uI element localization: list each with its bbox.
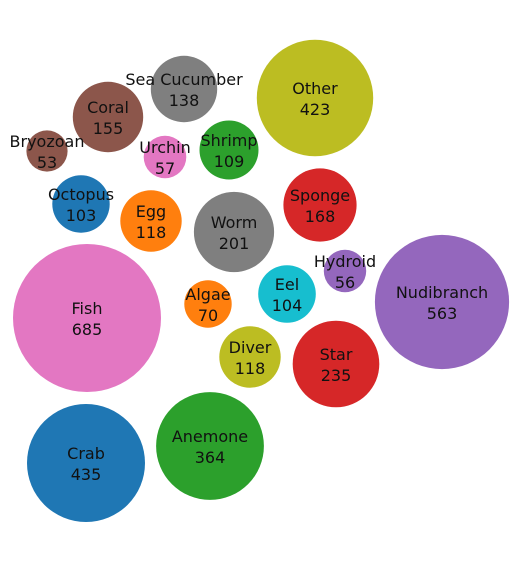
bubble-circle-octopus bbox=[52, 175, 110, 233]
bubble-label-worm: Worm bbox=[211, 213, 258, 232]
bubble-label-bryozoan: Bryozoan bbox=[10, 132, 85, 151]
bubble-circle-fish bbox=[13, 244, 161, 392]
bubble-shrimp: Shrimp 109 bbox=[199, 120, 259, 180]
bubble-label-octopus: Octopus bbox=[48, 185, 114, 204]
bubble-sea-cucumber: Sea Cucumber 138 bbox=[125, 55, 243, 123]
bubble-circle-anemone bbox=[156, 392, 264, 500]
bubble-label-coral: Coral bbox=[87, 98, 129, 117]
bubble-label-egg: Egg bbox=[136, 202, 166, 221]
bubble-circle-coral bbox=[72, 81, 144, 153]
bubble-value-sponge: 168 bbox=[305, 207, 336, 226]
bubble-circle-eel bbox=[258, 265, 316, 323]
bubble-hydroid: Hydroid 56 bbox=[314, 249, 376, 293]
bubble-circle-nudibranch bbox=[374, 234, 510, 370]
bubble-sponge: Sponge 168 bbox=[283, 168, 357, 242]
bubble-circle-egg bbox=[120, 190, 182, 252]
bubble-value-hydroid: 56 bbox=[335, 273, 355, 292]
bubble-nudibranch: Nudibranch 563 bbox=[374, 234, 510, 370]
bubble-bryozoan: Bryozoan 53 bbox=[10, 130, 85, 172]
bubble-value-anemone: 364 bbox=[195, 448, 226, 467]
bubble-circle-urchin bbox=[143, 135, 187, 179]
bubble-value-shrimp: 109 bbox=[214, 152, 245, 171]
bubble-circle-sea-cucumber bbox=[150, 55, 218, 123]
bubble-value-octopus: 103 bbox=[66, 206, 97, 225]
bubble-octopus: Octopus 103 bbox=[48, 175, 114, 233]
bubble-circle-worm bbox=[193, 191, 275, 273]
bubble-label-anemone: Anemone bbox=[172, 427, 248, 446]
bubble-circle-hydroid bbox=[323, 249, 367, 293]
bubble-eel: Eel 104 bbox=[258, 265, 316, 323]
bubble-value-algae: 70 bbox=[198, 306, 218, 325]
bubble-crab: Crab 435 bbox=[27, 404, 145, 522]
bubble-fish: Fish 685 bbox=[13, 244, 161, 392]
bubble-value-eel: 104 bbox=[272, 296, 303, 315]
bubble-label-hydroid: Hydroid bbox=[314, 252, 376, 271]
bubble-label-shrimp: Shrimp bbox=[200, 131, 257, 150]
bubble-label-sponge: Sponge bbox=[290, 186, 350, 205]
bubble-circle-sponge bbox=[283, 168, 357, 242]
bubble-value-other: 423 bbox=[300, 100, 331, 119]
bubble-coral: Coral 155 bbox=[72, 81, 144, 153]
bubble-value-bryozoan: 53 bbox=[37, 153, 57, 172]
bubble-anemone: Anemone 364 bbox=[156, 392, 264, 500]
bubble-egg: Egg 118 bbox=[120, 190, 182, 252]
bubble-label-fish: Fish bbox=[72, 299, 103, 318]
bubble-label-sea-cucumber: Sea Cucumber bbox=[125, 70, 243, 89]
bubble-label-diver: Diver bbox=[229, 338, 272, 357]
bubble-value-sea-cucumber: 138 bbox=[169, 91, 200, 110]
bubble-circle-algae bbox=[184, 280, 232, 328]
bubble-value-fish: 685 bbox=[72, 320, 103, 339]
bubble-circle-crab bbox=[27, 404, 145, 522]
bubble-label-nudibranch: Nudibranch bbox=[396, 283, 488, 302]
bubble-value-urchin: 57 bbox=[155, 159, 175, 178]
bubble-value-worm: 201 bbox=[219, 234, 250, 253]
bubble-value-crab: 435 bbox=[71, 465, 102, 484]
bubble-label-crab: Crab bbox=[67, 444, 105, 463]
bubble-label-other: Other bbox=[292, 79, 338, 98]
bubble-algae: Algae 70 bbox=[184, 280, 232, 328]
bubble-label-eel: Eel bbox=[275, 275, 299, 294]
bubble-label-algae: Algae bbox=[185, 285, 230, 304]
bubble-urchin: Urchin 57 bbox=[139, 135, 191, 179]
bubble-diver: Diver 118 bbox=[219, 326, 281, 388]
bubble-value-coral: 155 bbox=[93, 119, 124, 138]
bubble-label-star: Star bbox=[320, 345, 353, 364]
bubble-circle-star bbox=[292, 320, 380, 408]
bubble-value-diver: 118 bbox=[235, 359, 266, 378]
bubble-value-egg: 118 bbox=[136, 223, 167, 242]
bubble-worm: Worm 201 bbox=[193, 191, 275, 273]
bubble-circle-bryozoan bbox=[26, 130, 68, 172]
bubble-circle-diver bbox=[219, 326, 281, 388]
bubble-value-nudibranch: 563 bbox=[427, 304, 458, 323]
bubble-star: Star 235 bbox=[292, 320, 380, 408]
bubble-value-star: 235 bbox=[321, 366, 352, 385]
bubble-circle-shrimp bbox=[199, 120, 259, 180]
bubble-other: Other 423 bbox=[256, 39, 374, 157]
bubble-circle-other bbox=[256, 39, 374, 157]
bubble-label-urchin: Urchin bbox=[139, 138, 190, 157]
